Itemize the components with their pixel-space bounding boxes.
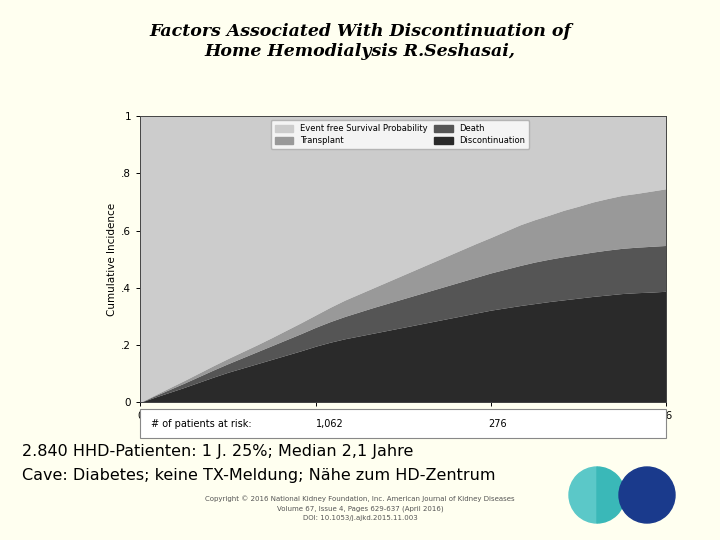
Text: 276: 276: [488, 418, 507, 429]
Wedge shape: [569, 467, 597, 523]
X-axis label: Time (month): Time (month): [363, 426, 444, 438]
Text: Volume 67, Issue 4, Pages 629-637 (April 2016): Volume 67, Issue 4, Pages 629-637 (April…: [276, 505, 444, 512]
Legend: Event free Survival Probability, Transplant, Death, Discontinuation: Event free Survival Probability, Transpl…: [271, 120, 529, 149]
Text: DOI: 10.1053/j.ajkd.2015.11.003: DOI: 10.1053/j.ajkd.2015.11.003: [302, 515, 418, 521]
Text: 2.840 HHD-Patienten: 1 J. 25%; Median 2,1 Jahre: 2.840 HHD-Patienten: 1 J. 25%; Median 2,…: [22, 444, 413, 460]
Text: Copyright © 2016 National Kidney Foundation, Inc. American Journal of Kidney Dis: Copyright © 2016 National Kidney Foundat…: [205, 495, 515, 502]
Text: Home Hemodialysis R.Seshasai,: Home Hemodialysis R.Seshasai,: [204, 43, 516, 60]
FancyBboxPatch shape: [140, 409, 666, 438]
Wedge shape: [597, 467, 625, 523]
Text: # of patients at risk:: # of patients at risk:: [151, 418, 251, 429]
Y-axis label: Cumulative Incidence: Cumulative Incidence: [107, 202, 117, 316]
Text: Cave: Diabetes; keine TX-Meldung; Nähe zum HD-Zentrum: Cave: Diabetes; keine TX-Meldung; Nähe z…: [22, 468, 495, 483]
Text: 1,062: 1,062: [316, 418, 343, 429]
Text: Factors Associated With Discontinuation of: Factors Associated With Discontinuation …: [149, 23, 571, 40]
Circle shape: [619, 467, 675, 523]
